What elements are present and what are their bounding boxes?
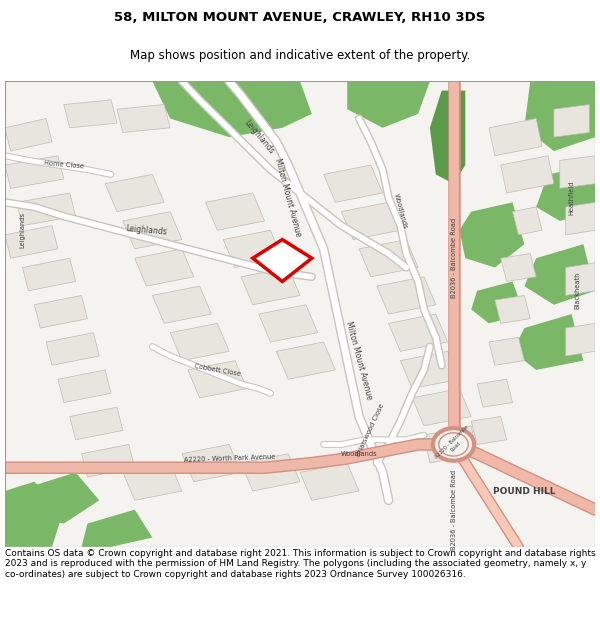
Polygon shape xyxy=(64,100,117,128)
Polygon shape xyxy=(82,444,134,477)
Polygon shape xyxy=(489,338,524,365)
Polygon shape xyxy=(471,416,506,444)
Polygon shape xyxy=(253,239,312,281)
Text: 58, MILTON MOUNT AVENUE, CRAWLEY, RH10 3DS: 58, MILTON MOUNT AVENUE, CRAWLEY, RH10 3… xyxy=(115,11,485,24)
Polygon shape xyxy=(5,119,52,151)
Polygon shape xyxy=(241,268,300,305)
Text: Contains OS data © Crown copyright and database right 2021. This information is : Contains OS data © Crown copyright and d… xyxy=(5,549,595,579)
Text: Milton Mount Avenue: Milton Mount Avenue xyxy=(344,321,374,401)
Polygon shape xyxy=(17,193,76,226)
Text: Map shows position and indicative extent of the property.: Map shows position and indicative extent… xyxy=(130,49,470,62)
Polygon shape xyxy=(566,263,595,296)
Polygon shape xyxy=(323,165,383,202)
Polygon shape xyxy=(82,509,152,547)
Text: POUND HILL: POUND HILL xyxy=(493,486,556,496)
Polygon shape xyxy=(430,91,466,184)
Polygon shape xyxy=(277,342,335,379)
Polygon shape xyxy=(347,81,430,128)
Polygon shape xyxy=(566,323,595,356)
Polygon shape xyxy=(5,226,58,258)
Polygon shape xyxy=(23,258,76,291)
Text: Home Close: Home Close xyxy=(44,161,84,170)
Polygon shape xyxy=(5,482,64,547)
Polygon shape xyxy=(152,81,312,137)
Polygon shape xyxy=(471,281,524,323)
Polygon shape xyxy=(512,314,583,370)
Polygon shape xyxy=(536,165,595,221)
Text: Heathfield: Heathfield xyxy=(569,181,575,215)
Polygon shape xyxy=(477,379,512,408)
Polygon shape xyxy=(17,472,99,524)
Polygon shape xyxy=(223,230,282,268)
Polygon shape xyxy=(46,332,99,365)
Polygon shape xyxy=(206,193,265,230)
Text: Blackheath: Blackheath xyxy=(574,272,580,309)
Text: Leighlands: Leighlands xyxy=(125,224,167,236)
Polygon shape xyxy=(341,202,400,239)
Circle shape xyxy=(439,432,468,456)
Polygon shape xyxy=(105,174,164,212)
Circle shape xyxy=(433,428,474,461)
Text: B2036 - Balcombe Road: B2036 - Balcombe Road xyxy=(451,469,457,550)
Polygon shape xyxy=(170,323,229,361)
Polygon shape xyxy=(300,463,359,500)
Polygon shape xyxy=(495,296,530,323)
Polygon shape xyxy=(501,254,536,281)
Polygon shape xyxy=(259,305,318,342)
Polygon shape xyxy=(512,207,542,235)
Polygon shape xyxy=(117,104,170,132)
Text: Cobbett Close: Cobbett Close xyxy=(194,363,241,377)
Polygon shape xyxy=(152,286,211,323)
Polygon shape xyxy=(389,314,448,351)
Text: Milton Mount Avenue: Milton Mount Avenue xyxy=(274,158,303,238)
Text: Woodlands: Woodlands xyxy=(341,451,377,457)
Polygon shape xyxy=(123,463,182,500)
Polygon shape xyxy=(554,104,589,137)
Polygon shape xyxy=(58,370,111,402)
Text: Briarswood Close: Briarswood Close xyxy=(356,403,386,458)
Polygon shape xyxy=(182,444,241,482)
Text: B2036 - Balcombe Road: B2036 - Balcombe Road xyxy=(451,218,457,298)
Text: Leighlands: Leighlands xyxy=(242,118,275,156)
Polygon shape xyxy=(359,239,418,277)
Polygon shape xyxy=(400,351,460,389)
Polygon shape xyxy=(524,244,595,305)
Polygon shape xyxy=(5,81,595,547)
Polygon shape xyxy=(460,202,524,268)
Polygon shape xyxy=(5,156,64,188)
Text: A2220 - Balcombe
Road: A2220 - Balcombe Road xyxy=(434,425,473,464)
Text: A2220 - Worth Park Avenue: A2220 - Worth Park Avenue xyxy=(184,454,275,463)
Polygon shape xyxy=(188,361,247,398)
Polygon shape xyxy=(241,454,300,491)
Polygon shape xyxy=(134,249,194,286)
Polygon shape xyxy=(412,389,471,426)
Text: Woodlands: Woodlands xyxy=(393,193,408,230)
Polygon shape xyxy=(424,426,477,463)
Polygon shape xyxy=(70,408,123,440)
Polygon shape xyxy=(560,156,595,188)
Polygon shape xyxy=(566,202,595,235)
Polygon shape xyxy=(377,277,436,314)
Polygon shape xyxy=(123,212,182,249)
Text: Leighlands: Leighlands xyxy=(20,213,26,248)
Polygon shape xyxy=(501,156,554,193)
Polygon shape xyxy=(524,81,595,151)
Polygon shape xyxy=(489,119,542,156)
Polygon shape xyxy=(34,296,88,328)
